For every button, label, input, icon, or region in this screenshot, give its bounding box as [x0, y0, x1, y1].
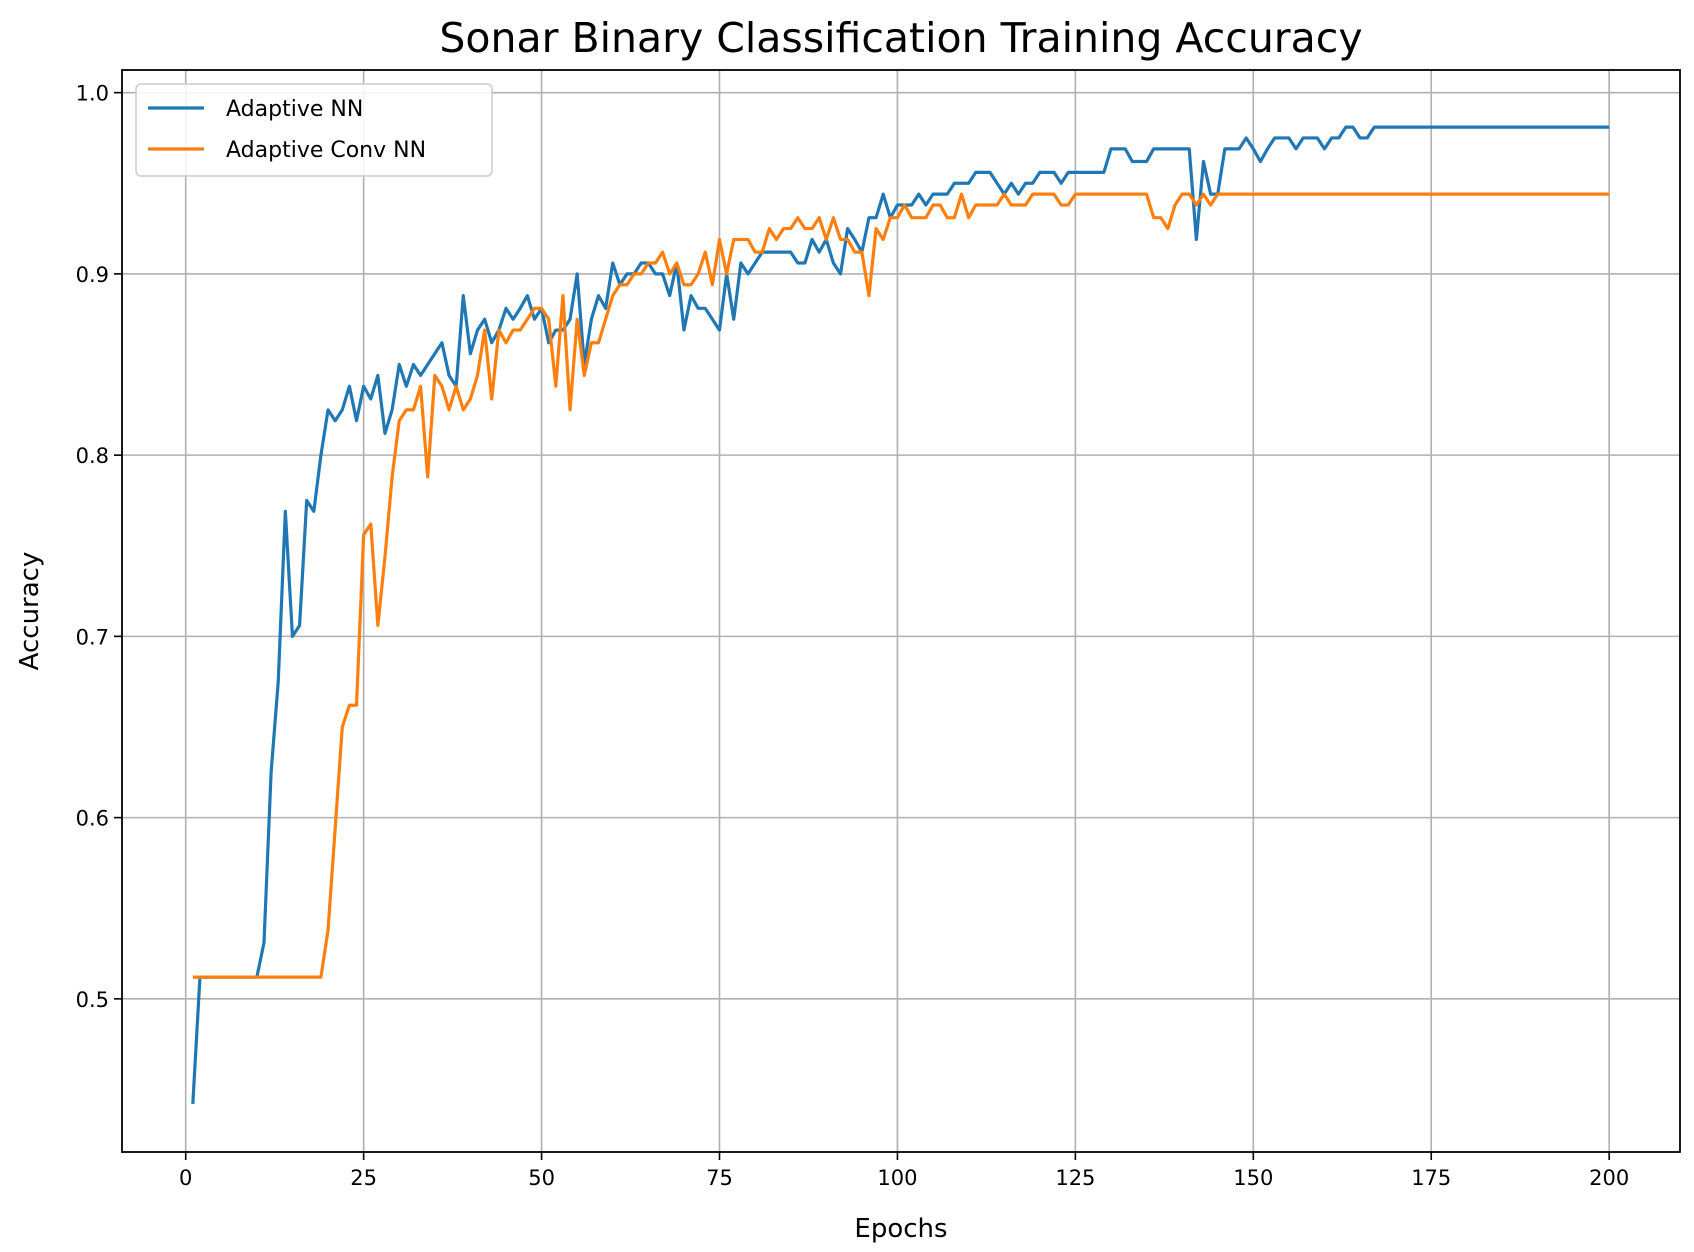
- y-tick-label: 1.0: [76, 82, 109, 106]
- legend-box: [135, 83, 493, 177]
- x-tick-label: 50: [528, 1166, 555, 1190]
- series-line-adaptive-nn: [191, 125, 1610, 1105]
- x-tick-label: 150: [1233, 1166, 1273, 1190]
- x-tick-label: 100: [877, 1166, 917, 1190]
- x-tick-label: 75: [706, 1166, 733, 1190]
- x-axis-label: Epochs: [854, 1214, 947, 1244]
- chart-title: Sonar Binary Classification Training Acc…: [439, 14, 1362, 62]
- grid: [122, 70, 1680, 1152]
- series-line-adaptive-conv-nn: [192, 192, 1610, 979]
- series-layer: [191, 125, 1610, 1105]
- legend: Adaptive NN Adaptive Conv NN: [135, 83, 493, 177]
- y-tick-label: 0.7: [76, 625, 109, 649]
- x-tick-label: 200: [1589, 1166, 1629, 1190]
- x-tick-label: 125: [1055, 1166, 1095, 1190]
- y-tick-label: 0.6: [76, 807, 109, 831]
- y-tick-label: 0.9: [76, 263, 109, 287]
- x-tick-label: 0: [179, 1166, 192, 1190]
- x-tick-label: 25: [350, 1166, 377, 1190]
- plot-frame: [121, 69, 1681, 1153]
- y-axis-label: Accuracy: [15, 552, 45, 671]
- axis-ticks: 0 25 50 75 100 125 150 175 200 0.5 0.6 0.7 0.8 0.9 1.0: [76, 82, 1630, 1190]
- legend-label-adaptive-nn: Adaptive NN: [226, 97, 363, 122]
- x-tick-label: 175: [1411, 1166, 1451, 1190]
- y-tick-label: 0.8: [76, 444, 109, 468]
- legend-label-adaptive-conv-nn: Adaptive Conv NN: [226, 138, 426, 163]
- y-tick-label: 0.5: [76, 988, 109, 1012]
